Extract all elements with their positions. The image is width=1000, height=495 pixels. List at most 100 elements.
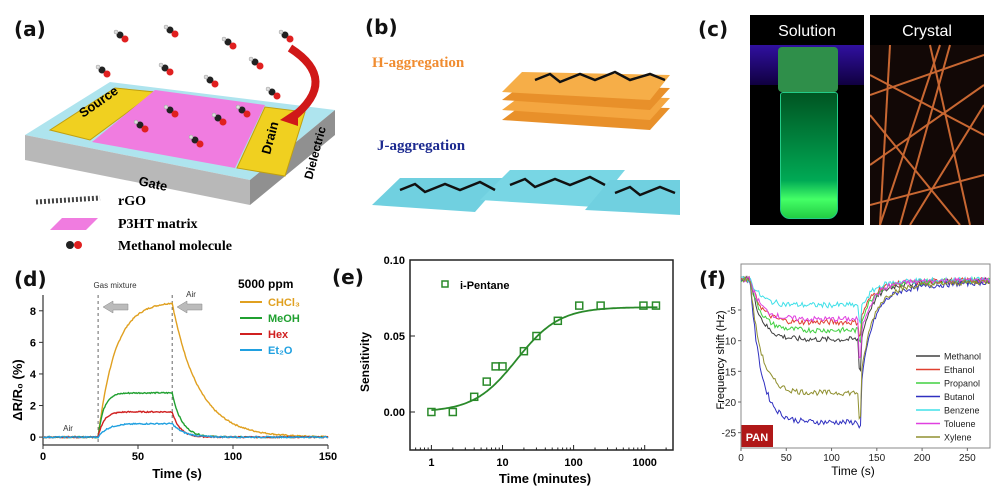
molecule-hydrogen bbox=[203, 74, 209, 80]
rgo-legend-icon bbox=[35, 195, 101, 205]
d-series-line bbox=[42, 422, 329, 439]
d-annot-gas: Gas mixture bbox=[93, 281, 137, 290]
f-x-tick-label: 0 bbox=[738, 453, 744, 464]
f-xlabel: Time (s) bbox=[831, 464, 875, 478]
molecule-hydrogen bbox=[265, 86, 271, 92]
gate-side-right bbox=[250, 110, 335, 205]
f-legend-label: Xylene bbox=[944, 433, 972, 443]
molecule-oxygen bbox=[141, 125, 149, 133]
molecule-hydrogen bbox=[188, 134, 194, 140]
molecule-hydrogen bbox=[278, 29, 284, 35]
d-series-line bbox=[42, 410, 329, 439]
f-series-line bbox=[740, 276, 990, 429]
f-plot-frame bbox=[740, 263, 991, 449]
d-y-tick-label: 0 bbox=[30, 432, 36, 444]
f-legend-label: Ethanol bbox=[944, 365, 975, 375]
chart-f: Frequency shift (Hz) Time (s) PAN 0 50 100… bbox=[715, 263, 991, 478]
molecule-oxygen bbox=[171, 30, 179, 38]
d-legend-title: 5000 ppm bbox=[238, 277, 293, 291]
e-data-point bbox=[482, 377, 491, 386]
d-x-tick-label: 0 bbox=[40, 451, 46, 463]
d-x-tick-label: 100 bbox=[224, 451, 242, 463]
molecule-carbon bbox=[224, 38, 232, 46]
d-legend-label: MeOH bbox=[268, 313, 300, 325]
f-x-tick-label: 250 bbox=[959, 453, 976, 464]
molecule-carbon bbox=[214, 114, 222, 122]
crystal-photo: Crystal bbox=[870, 15, 984, 225]
panel-e-label: (e) bbox=[332, 265, 364, 289]
d-ylabel: ΔR/R₀ (%) bbox=[10, 359, 25, 420]
f-y-tick-label: -20 bbox=[722, 398, 737, 409]
e-data-point bbox=[469, 392, 479, 402]
molecule-oxygen bbox=[103, 70, 111, 78]
e-x-tick-label: 1 bbox=[428, 457, 434, 469]
molecule-carbon bbox=[166, 26, 174, 34]
panel-c: (c) Solution Crystal bbox=[680, 0, 1000, 250]
f-legend-label: Butanol bbox=[944, 392, 975, 402]
e-data-point bbox=[651, 301, 661, 310]
d-annot-air-right: Air bbox=[186, 290, 196, 299]
panel-d-label: (d) bbox=[14, 267, 47, 291]
molecule-hydrogen bbox=[211, 112, 217, 118]
molecule-oxygen bbox=[171, 110, 179, 118]
f-x-tick-label: 150 bbox=[868, 453, 885, 464]
j-sheets bbox=[372, 170, 680, 215]
e-fit-curve bbox=[431, 306, 658, 411]
e-data-point bbox=[491, 362, 500, 371]
d-x-tick-label: 150 bbox=[319, 451, 337, 463]
molecule-carbon bbox=[116, 31, 124, 39]
molecule-hydrogen bbox=[163, 104, 169, 110]
j-aggregation-label: J-aggregation bbox=[377, 138, 466, 154]
molecule-carbon bbox=[281, 31, 289, 39]
f-ylabel: Frequency shift (Hz) bbox=[715, 310, 727, 409]
gate-side-front bbox=[25, 135, 250, 205]
molecule-oxygen bbox=[229, 42, 237, 50]
legend-methanol: Methanol molecule bbox=[118, 239, 232, 250]
crystal-caption: Crystal bbox=[902, 23, 952, 40]
molecule-hydrogen bbox=[113, 29, 119, 35]
legend-p3ht: P3HT matrix bbox=[118, 217, 197, 232]
d-y-tick-label: 8 bbox=[30, 306, 36, 318]
molecule-carbon bbox=[98, 66, 106, 74]
f-legend-label: Methanol bbox=[944, 352, 981, 362]
e-y-tick-label: 0.10 bbox=[384, 255, 405, 267]
chart-d: ΔR/R₀ (%) Time (s) 5000 ppm Gas mixture … bbox=[10, 277, 337, 481]
pan-badge bbox=[741, 425, 773, 447]
e-data-point bbox=[498, 362, 507, 371]
molecule-oxygen bbox=[243, 110, 251, 118]
f-y-tick-label: -15 bbox=[722, 367, 737, 378]
f-series-line bbox=[740, 276, 990, 360]
methanol-molecules bbox=[95, 24, 294, 148]
e-data-point bbox=[574, 301, 584, 310]
d-series-line bbox=[42, 391, 328, 439]
molecule-oxygen bbox=[219, 118, 227, 126]
drain-electrode bbox=[236, 106, 306, 177]
molecule-hydrogen bbox=[158, 62, 164, 68]
device-schematic: Source Drain Gate Dielectric rGO P3HT ma… bbox=[25, 24, 335, 254]
chart-e: Sensitivity Time (minutes) i-Pentane 1 10… bbox=[358, 255, 674, 486]
f-legend-label: Propanol bbox=[944, 379, 980, 389]
panel-f: (f) Frequency shift (Hz) Time (s) PAN 0 5… bbox=[690, 250, 1000, 490]
f-y-tick-label: -25 bbox=[722, 429, 737, 440]
h-aggregation-label: H-aggregation bbox=[372, 55, 465, 71]
molecule-oxygen bbox=[121, 35, 129, 43]
e-x-tick-label: 10 bbox=[496, 457, 508, 469]
red-arrow-head-icon bbox=[280, 108, 298, 126]
molecule-carbon bbox=[268, 88, 276, 96]
legend-rgo: rGO bbox=[118, 194, 146, 209]
gate-label: Gate bbox=[137, 173, 168, 194]
molecule-hydrogen bbox=[95, 64, 101, 70]
molecule-oxygen bbox=[286, 35, 294, 43]
vial bbox=[780, 92, 838, 219]
f-legend-label: Toluene bbox=[944, 419, 976, 429]
e-data-point bbox=[448, 407, 458, 417]
molecule-hydrogen bbox=[248, 56, 254, 62]
p3ht-legend-icon bbox=[50, 218, 98, 230]
aggregation-schematic: H-aggregation J-aggregation bbox=[372, 55, 680, 215]
f-legend-label: Benzene bbox=[944, 406, 980, 416]
d-x-tick-label: 50 bbox=[132, 451, 144, 463]
crystal-needles bbox=[870, 15, 984, 225]
molecule-oxygen bbox=[196, 140, 204, 148]
e-y-tick-label: 0.00 bbox=[384, 407, 405, 419]
e-x-tick-label: 1000 bbox=[632, 457, 656, 469]
